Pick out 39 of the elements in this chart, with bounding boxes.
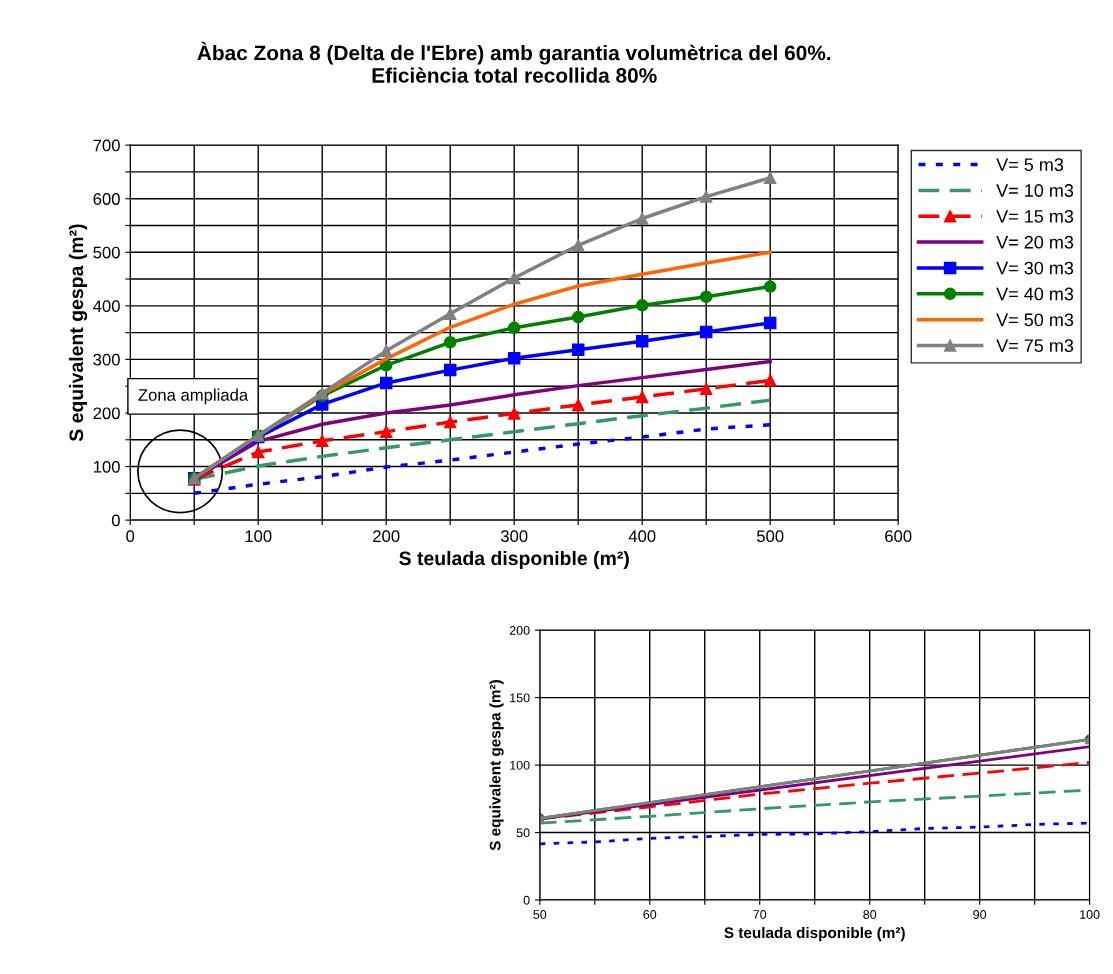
y-axis-title: S equivalent gespa (m²) (489, 680, 504, 851)
annotation: Zona ampliada (138, 388, 249, 405)
x-tick-label: 90 (973, 910, 987, 919)
x-tick-label: 100 (1080, 910, 1100, 919)
legend-label: V= 10 m3 (996, 184, 1074, 197)
y-tick-label: 700 (93, 139, 120, 152)
legend-label: V= 75 m3 (996, 339, 1074, 353)
legend-label: V= 20 m3 (996, 235, 1074, 249)
legend-label: V= 40 m3 (996, 287, 1074, 301)
legend-label: V= 50 m3 (996, 313, 1074, 327)
y-tick-label: 100 (510, 760, 530, 770)
x-tick-label: 100 (245, 530, 272, 543)
x-tick-label: 500 (756, 530, 784, 543)
y-tick-label: 50 (516, 828, 530, 838)
legend-label: V= 30 m3 (996, 261, 1074, 275)
x-tick-label: 60 (643, 910, 657, 919)
x-tick-label: 200 (373, 530, 400, 543)
x-tick-label: 0 (126, 530, 135, 543)
y-tick-label: 150 (510, 693, 530, 703)
legend-label: V= 15 m3 (996, 209, 1074, 223)
y-tick-label: 200 (93, 407, 120, 420)
x-tick-label: 400 (628, 530, 656, 543)
y-tick-label: 100 (93, 460, 120, 473)
x-axis-title: S teulada disponible (m²) (399, 550, 629, 570)
y-tick-label: 600 (93, 193, 120, 205)
y-tick-label: 200 (509, 625, 530, 635)
x-axis-title: S teulada disponible (m²) (724, 926, 905, 942)
x-tick-label: 70 (753, 910, 767, 919)
x-tick-label: 600 (885, 530, 912, 543)
x-tick-label: 50 (533, 910, 547, 919)
y-axis-title: S equivalent gespa (m²) (68, 224, 88, 442)
y-tick-label: 0 (523, 895, 530, 905)
y-tick-label: 500 (93, 246, 120, 259)
y-tick-label: 0 (111, 514, 120, 527)
y-tick-label: 300 (93, 353, 120, 366)
y-tick-label: 400 (93, 300, 120, 313)
x-tick-label: 80 (863, 910, 877, 919)
chart-title: Àbac Zona 8 (Delta de l'Ebre) amb garantia volumètrica del 60%. Eficiència total recollida 80% (197, 41, 831, 83)
legend-label: V= 5 m3 (996, 158, 1064, 172)
